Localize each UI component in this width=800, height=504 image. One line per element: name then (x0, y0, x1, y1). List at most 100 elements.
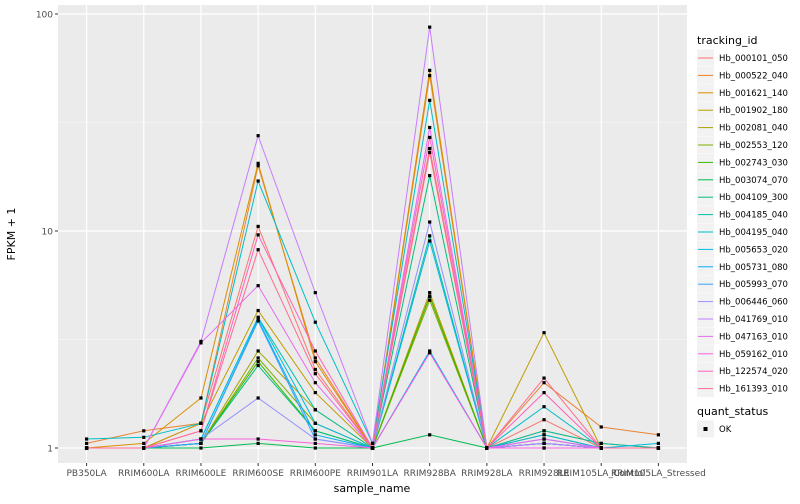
legend-label: Hb_006446_060 (719, 298, 788, 308)
legend-label: Hb_002743_030 (719, 158, 788, 168)
data-point (542, 405, 546, 409)
legend-label: Hb_005993_070 (719, 280, 788, 290)
data-point (542, 446, 546, 450)
legend-label: Hb_005731_080 (719, 263, 788, 273)
data-point (542, 331, 546, 335)
legend-label: Hb_001902_180 (719, 106, 788, 116)
data-point (142, 441, 146, 446)
data-point (313, 349, 317, 353)
data-point (313, 441, 317, 446)
data-point (428, 25, 432, 29)
data-point (256, 308, 260, 313)
data-point (428, 74, 432, 78)
data-point (199, 446, 203, 450)
x-tick-label: RRIM928LE (519, 469, 570, 479)
legend-label: Hb_005653_020 (719, 245, 788, 255)
x-tick-label: RRIM105LA_Stressed (611, 469, 706, 479)
data-point (428, 150, 432, 155)
data-point (542, 437, 546, 441)
data-point (428, 239, 432, 243)
legend-label: Hb_004109_300 (719, 193, 788, 203)
data-point (256, 161, 260, 165)
x-tick-label: RRIM600SE (232, 469, 284, 479)
y-tick-label: 10 (42, 228, 54, 238)
data-point (256, 437, 260, 441)
legend-label: Hb_047163_010 (719, 332, 788, 342)
data-point (142, 446, 146, 450)
data-point (599, 446, 603, 450)
data-point (256, 396, 260, 400)
legend-label: Hb_001621_140 (719, 89, 788, 99)
data-point (370, 446, 375, 450)
data-point (256, 134, 260, 138)
legend-label: Hb_122574_020 (719, 367, 788, 377)
data-point (313, 367, 317, 372)
x-tick-label: PB350LA (67, 469, 108, 479)
data-point (542, 381, 546, 385)
data-point (256, 284, 260, 288)
x-tick-label: RRIM928BA (403, 469, 456, 479)
legend-label: Hb_161393_010 (719, 385, 788, 395)
data-point (256, 349, 260, 353)
data-point (656, 433, 661, 437)
y-axis-title: FPKM + 1 (5, 208, 18, 261)
data-point (313, 421, 317, 425)
data-point (199, 421, 203, 425)
data-point (428, 98, 432, 102)
data-points (84, 25, 661, 450)
data-point (142, 435, 146, 439)
x-axis: PB350LA RRIM600LA RRIM600LE RRIM600SE RRIM60… (67, 463, 706, 479)
x-tick-label: RRIM928LA (461, 469, 513, 479)
legend-color-title: tracking_id (697, 34, 758, 47)
data-point (256, 319, 260, 323)
data-point (428, 135, 432, 139)
data-point (84, 441, 89, 446)
legend-label: Hb_003074_070 (719, 176, 788, 186)
data-point (313, 381, 317, 385)
legend-label: Hb_000101_050 (719, 54, 788, 64)
data-point (199, 437, 203, 441)
data-point (313, 429, 317, 433)
data-point (256, 233, 260, 237)
data-point (542, 429, 546, 433)
data-point (542, 391, 546, 395)
legend-label: Hb_004195_040 (719, 228, 788, 238)
legend-label: Hb_002081_040 (719, 124, 788, 134)
legend: tracking_id Hb_000101_050Hb_000522_040Hb… (697, 34, 788, 438)
data-point (256, 441, 260, 446)
data-point (256, 363, 260, 368)
data-point (313, 360, 317, 364)
data-point (428, 125, 432, 130)
data-point (542, 441, 546, 446)
legend-label: Hb_002553_120 (719, 141, 788, 151)
x-axis-title: sample_name (334, 482, 411, 495)
data-point (599, 441, 603, 446)
data-point (84, 446, 89, 450)
data-point (256, 248, 260, 252)
data-point (542, 433, 546, 437)
y-tick-label: 100 (36, 11, 53, 21)
x-tick-label: RRIM105LA_Control (557, 469, 646, 479)
x-tick-label: RRIM600LE (176, 469, 227, 479)
legend-label: Hb_059162_010 (719, 350, 788, 360)
data-point (656, 446, 661, 450)
data-point (313, 356, 317, 360)
data-point (313, 408, 317, 412)
data-point (656, 441, 661, 446)
data-point (542, 418, 546, 422)
legend-label: Hb_004185_040 (719, 211, 788, 221)
data-point (599, 425, 603, 429)
data-point (84, 437, 89, 441)
data-point (428, 433, 432, 437)
legend-shape-title: quant_status (697, 405, 769, 418)
x-tick-label: RRIM600PE (290, 469, 342, 479)
legend-shape-key-point (703, 427, 708, 431)
x-tick-label: RRIM600LA (118, 469, 170, 479)
data-point (199, 396, 203, 400)
data-point (313, 446, 317, 450)
x-tick-label: RRIM901LA (347, 469, 399, 479)
data-point (313, 437, 317, 441)
y-axis: 1 10 100 (36, 11, 58, 455)
data-point (199, 341, 203, 345)
